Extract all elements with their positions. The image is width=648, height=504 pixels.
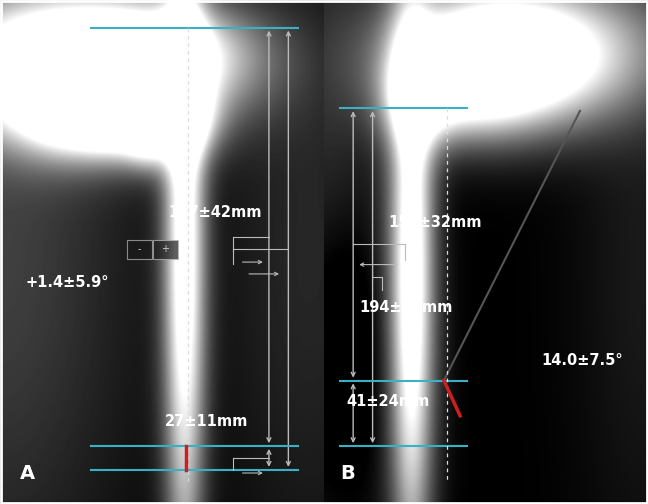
Text: 194±42mm: 194±42mm [360, 300, 453, 316]
Text: +1.4±5.9°: +1.4±5.9° [26, 275, 110, 290]
Text: -: - [137, 244, 141, 255]
Text: A: A [19, 464, 34, 483]
Text: 14.0±7.5°: 14.0±7.5° [541, 353, 623, 368]
Text: +: + [161, 244, 169, 255]
Text: 161±36mm: 161±36mm [91, 89, 184, 104]
Text: B: B [340, 464, 355, 483]
Text: 27±11mm: 27±11mm [165, 414, 249, 429]
Text: 156±32mm: 156±32mm [389, 215, 482, 230]
Bar [153, 240, 178, 259]
Text: 187±42mm: 187±42mm [168, 205, 262, 220]
Bar [127, 240, 152, 259]
Text: 41±24mm: 41±24mm [347, 394, 430, 409]
